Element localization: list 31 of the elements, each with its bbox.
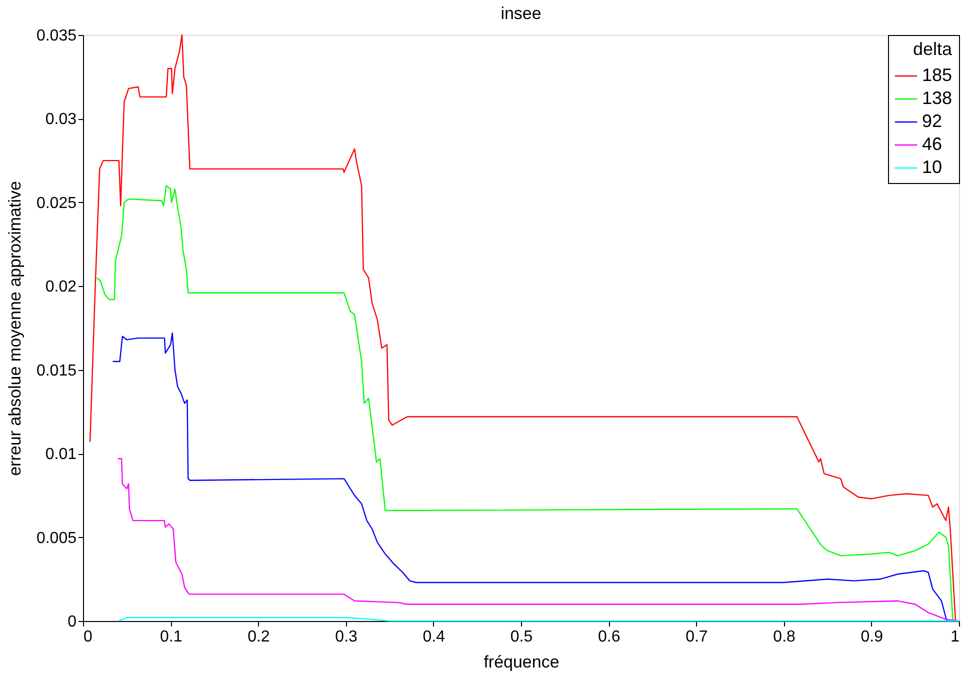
line-series xyxy=(89,34,956,622)
x-axis-title: fréquence xyxy=(484,652,560,672)
x-tick-label: 0.9 xyxy=(860,628,884,646)
chart-title: insee xyxy=(500,4,542,23)
legend-label: 138 xyxy=(922,88,952,108)
x-tick-label: 1 xyxy=(950,628,960,646)
y-tick-label: 0.005 xyxy=(36,530,77,547)
legend-label: 46 xyxy=(922,134,942,154)
x-tick-label: 0.6 xyxy=(598,628,620,646)
x-tick-label: 0.1 xyxy=(160,628,182,646)
legend-title: delta xyxy=(912,39,953,59)
x-tick-label: 0.2 xyxy=(248,628,270,646)
y-tick-label: 0 xyxy=(68,614,77,630)
line-series xyxy=(117,458,960,622)
x-tick-label: 0.7 xyxy=(686,628,708,646)
line-series xyxy=(96,185,954,622)
x-tick-label: 0.5 xyxy=(510,628,533,646)
x-tick-label: 0.3 xyxy=(335,628,358,646)
y-tick-label: 0.025 xyxy=(36,194,77,212)
y-tick-label: 0.02 xyxy=(45,278,77,296)
y-tick-label: 0.03 xyxy=(45,111,77,128)
y-axis-title: erreur absolue moyenne approximative xyxy=(5,181,24,476)
legend-label: 92 xyxy=(922,111,942,131)
y-tick-label: 0.01 xyxy=(45,446,77,464)
x-tick-label: 0 xyxy=(84,628,92,646)
x-tick-label: 0.4 xyxy=(422,628,446,646)
legend-label: 10 xyxy=(922,157,942,177)
legend-label: 185 xyxy=(922,65,952,85)
x-tick-label: 0.8 xyxy=(773,628,796,646)
y-tick-label: 0.015 xyxy=(36,362,77,380)
y-tick-label: 0.035 xyxy=(36,28,77,44)
